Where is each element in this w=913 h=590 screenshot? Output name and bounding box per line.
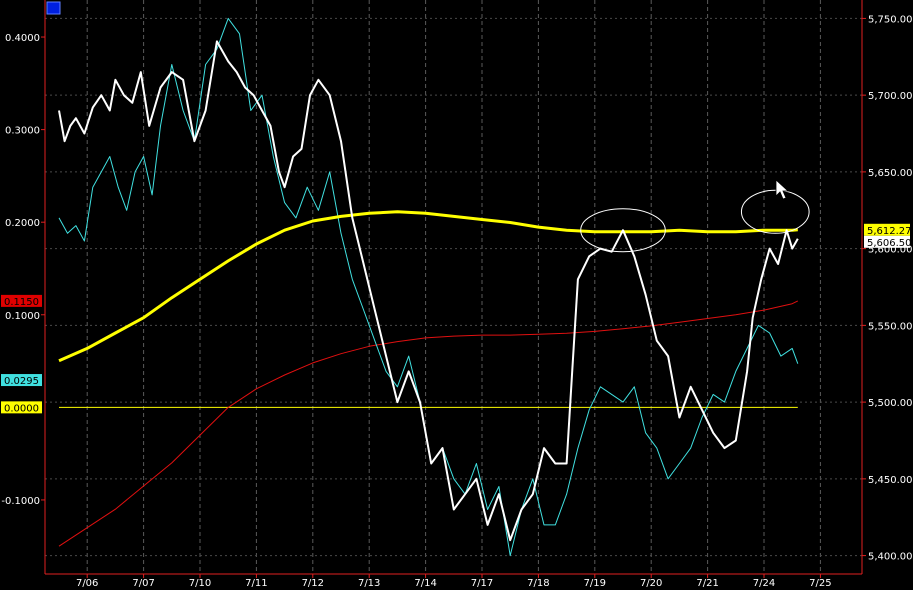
left-tick-label: 0.2000 bbox=[5, 218, 40, 229]
series-group bbox=[58, 17, 799, 557]
x-tick-label: 7/10 bbox=[189, 578, 211, 589]
x-tick-label: 7/21 bbox=[696, 578, 718, 589]
annotation-ellipse bbox=[580, 208, 666, 253]
x-tick-label: 7/14 bbox=[414, 578, 436, 589]
x-tick-label: 7/12 bbox=[302, 578, 324, 589]
value-badge bbox=[1, 294, 42, 307]
right-tick-label: 5,500.00 bbox=[868, 398, 913, 409]
right-tick-label: 5,600.00 bbox=[868, 245, 913, 256]
x-tick-label: 7/20 bbox=[640, 578, 662, 589]
value-badge-label: 0.1150 bbox=[4, 297, 39, 308]
value-badge bbox=[864, 235, 910, 248]
tick-group: 7/06 7/07 7/10 7/11 7/12 7/13 7/14 7/17 7/18 7/19… bbox=[1, 14, 912, 589]
value-badge-label: 5,612.27 bbox=[867, 226, 912, 237]
value-badge-label: 0.0295 bbox=[4, 376, 39, 387]
value-badge bbox=[1, 401, 42, 414]
left-tick-label: 0.1000 bbox=[5, 311, 40, 322]
right-tick-label: 5,450.00 bbox=[868, 475, 913, 486]
axes-group bbox=[44, 0, 863, 575]
left-tick-label: 0.3000 bbox=[5, 126, 40, 137]
right-tick-label: 5,400.00 bbox=[868, 552, 913, 563]
x-tick-label: 7/18 bbox=[527, 578, 549, 589]
value-badge-label: 5,606.50 bbox=[867, 238, 912, 249]
series-line bbox=[58, 17, 799, 557]
right-tick-label: 5,700.00 bbox=[868, 91, 913, 102]
x-tick-label: 7/25 bbox=[809, 578, 831, 589]
value-badge bbox=[864, 223, 910, 236]
x-tick-label: 7/11 bbox=[245, 578, 267, 589]
x-tick-label: 7/06 bbox=[76, 578, 98, 589]
annotation-group bbox=[580, 189, 810, 253]
right-tick-label: 5,750.00 bbox=[868, 14, 913, 25]
corner-badge[interactable] bbox=[46, 1, 61, 15]
value-badge-group: 0.1150 0.0295 0.0000 5,612.275,606.50 bbox=[1, 223, 912, 414]
x-tick-label: 7/17 bbox=[471, 578, 493, 589]
right-tick-label: 5,650.00 bbox=[868, 168, 913, 179]
corner-badge-box[interactable] bbox=[46, 1, 61, 15]
x-tick-label: 7/13 bbox=[358, 578, 380, 589]
left-tick-label: -0.1000 bbox=[1, 496, 40, 507]
right-tick-label: 5,550.00 bbox=[868, 321, 913, 332]
series-line bbox=[58, 210, 798, 363]
left-tick-label: 0.4000 bbox=[5, 33, 40, 44]
x-tick-label: 7/07 bbox=[132, 578, 154, 589]
grid bbox=[45, 0, 862, 574]
annotation-ellipse bbox=[740, 189, 810, 234]
x-tick-label: 7/19 bbox=[584, 578, 606, 589]
value-badge bbox=[1, 374, 42, 387]
series-line bbox=[58, 40, 799, 542]
value-badge-label: 0.0000 bbox=[4, 403, 39, 414]
mouse-cursor-icon bbox=[775, 179, 790, 200]
x-tick-label: 7/24 bbox=[753, 578, 775, 589]
series-line bbox=[58, 300, 799, 547]
